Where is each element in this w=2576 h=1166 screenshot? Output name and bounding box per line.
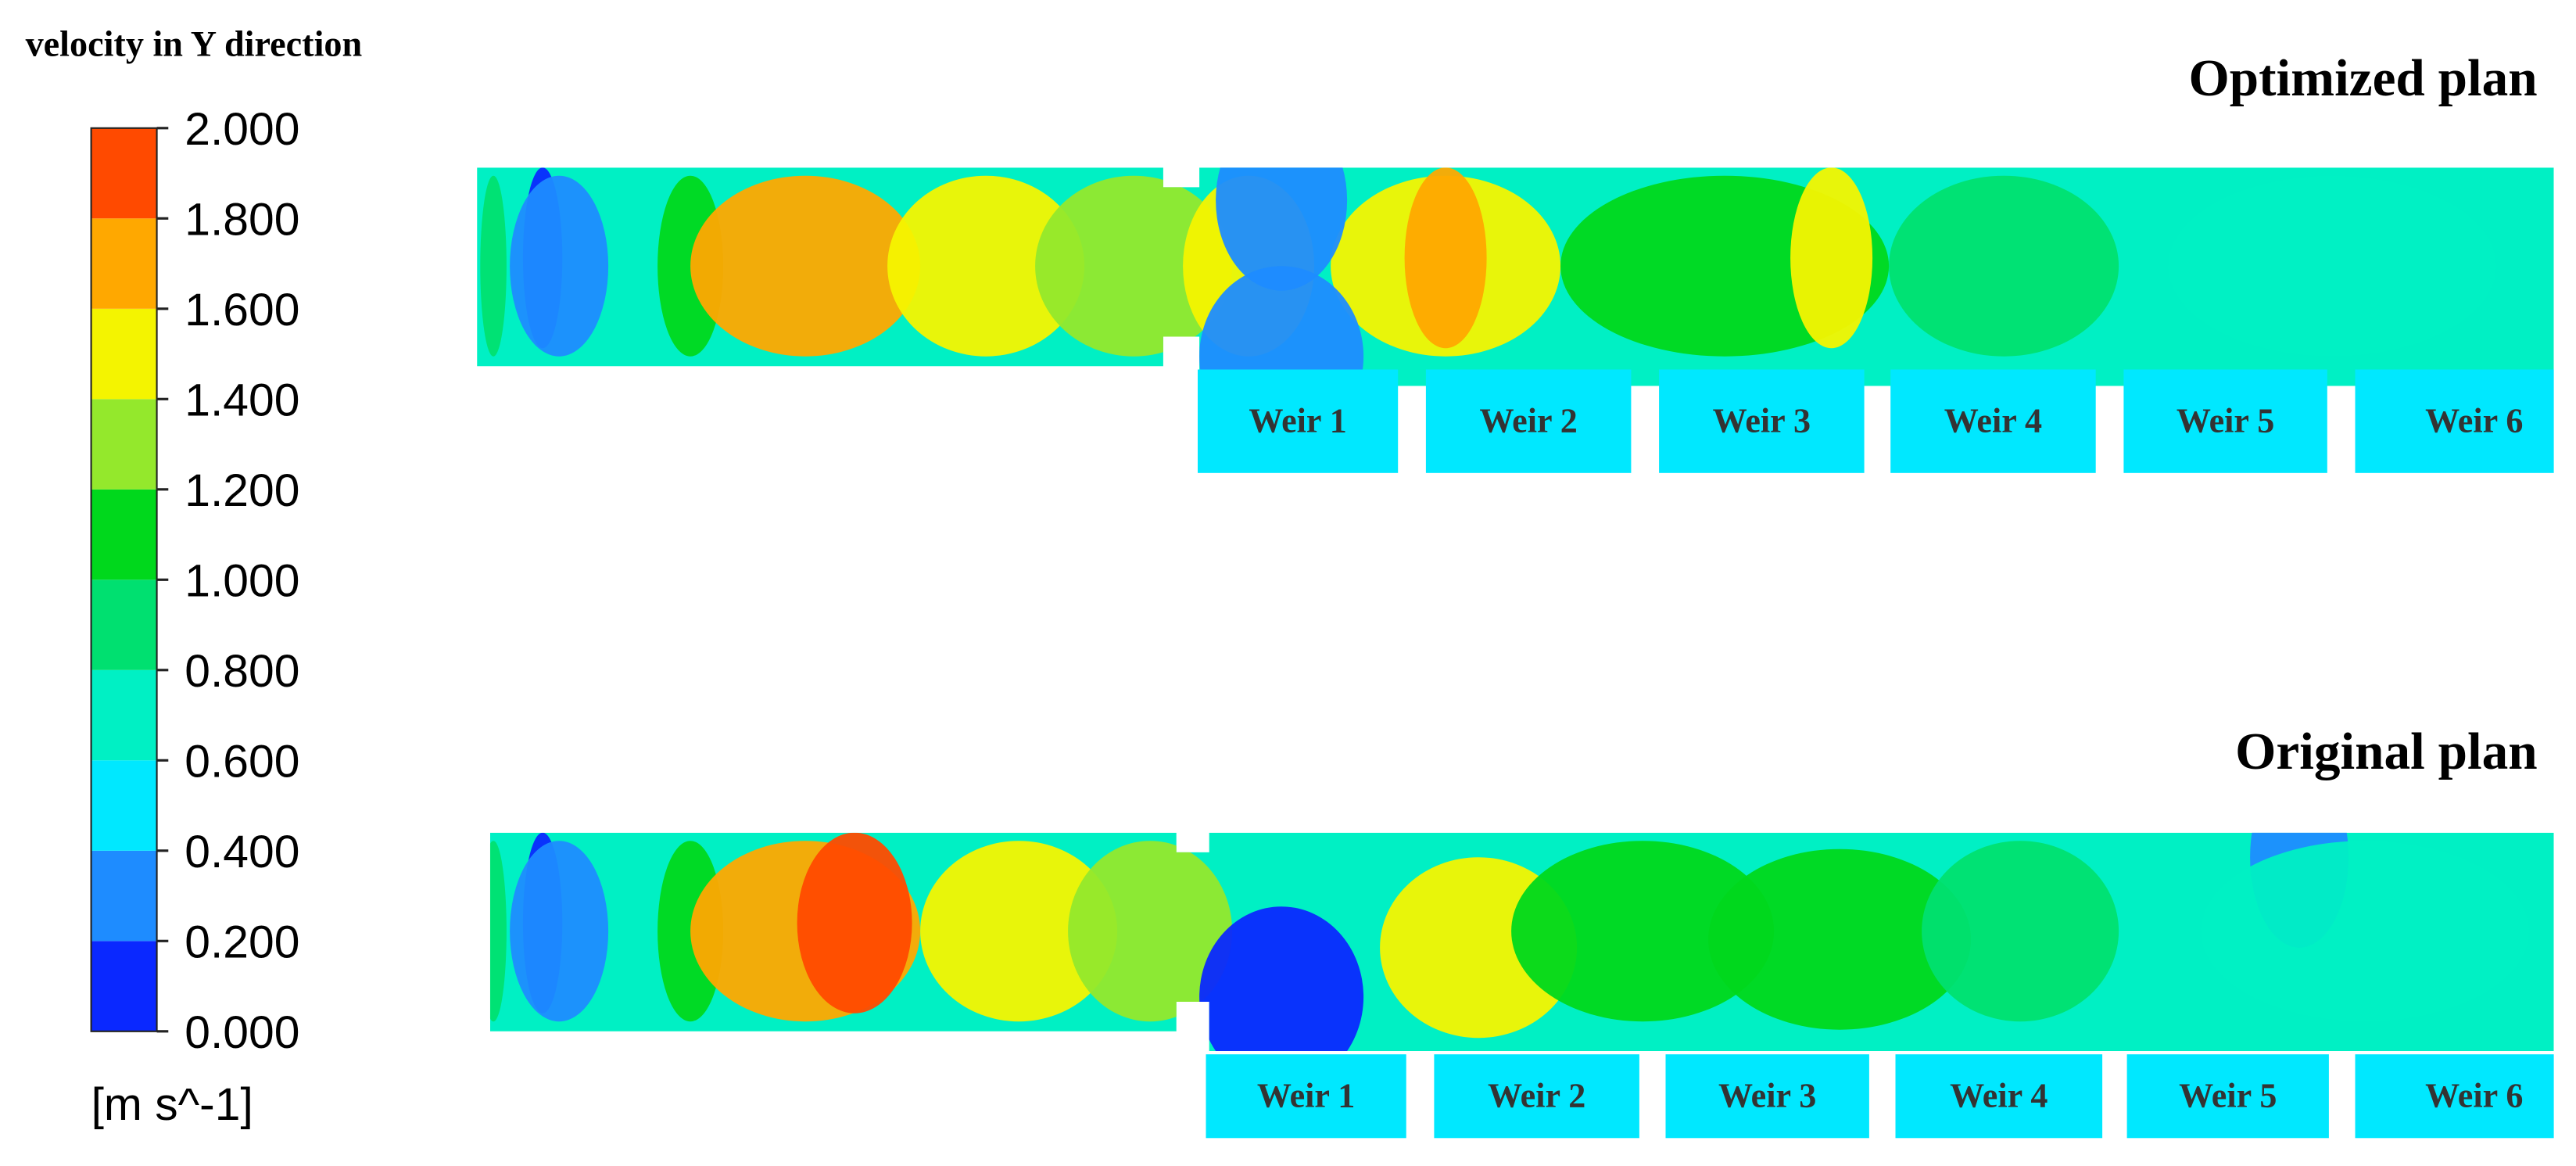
contour-region <box>887 175 1085 357</box>
colorbar-tick-label: 0.000 <box>185 1007 299 1058</box>
colorbar-band <box>91 218 157 309</box>
colorbar-band <box>91 760 157 851</box>
contour-region <box>2201 841 2530 1022</box>
contour-region <box>797 832 912 1014</box>
colorbar-tick-label: 1.400 <box>185 375 299 425</box>
contour-region <box>1216 167 1348 291</box>
colorbar-tick-label: 1.600 <box>185 285 299 335</box>
weir-label: Weir 5 <box>2179 1076 2277 1114</box>
weir <box>1665 1054 1869 1139</box>
weir-label: Weir 4 <box>1950 1076 2048 1114</box>
contour-region <box>2168 175 2497 357</box>
colorbar-band <box>91 669 157 761</box>
colorbar-tick-label: 1.200 <box>185 465 299 516</box>
contour-region <box>1889 175 2119 357</box>
contour-region <box>489 841 507 1022</box>
weir-label: Weir 1 <box>1257 1076 1355 1114</box>
weir-label: Weir 6 <box>2425 1076 2523 1114</box>
colorbar-tick-label: 0.400 <box>185 827 299 877</box>
weir <box>1890 369 2096 473</box>
colorbar-band <box>91 489 157 580</box>
contour-region <box>510 175 609 357</box>
contour-region <box>1790 167 1873 349</box>
colorbar-tick-label: 2.000 <box>185 104 299 155</box>
contour-region <box>1708 848 1972 1030</box>
contour-region <box>1199 266 1364 386</box>
contour-field <box>477 167 2554 386</box>
weir-label: Weir 3 <box>1718 1076 1816 1114</box>
weir-label: Weir 2 <box>1488 1076 1585 1114</box>
weir-label: Weir 5 <box>2177 401 2274 439</box>
contour-region <box>510 841 609 1022</box>
weir <box>2126 1054 2329 1139</box>
colorbar-band <box>91 399 157 490</box>
colorbar-tick-label: 1.800 <box>185 194 299 245</box>
weir-label: Weir 1 <box>1249 401 1346 439</box>
contour-region <box>920 841 1118 1022</box>
weir <box>1434 1054 1639 1139</box>
weir-label: Weir 2 <box>1479 401 1577 439</box>
contour-region <box>1404 167 1487 349</box>
weir <box>1895 1054 2103 1139</box>
colorbar-band <box>91 850 157 942</box>
weir <box>1425 369 1632 473</box>
panel-title: Optimized plan <box>2188 48 2537 107</box>
contour-region <box>480 175 507 357</box>
weir-label: Weir 4 <box>1944 401 2042 439</box>
contour-region <box>690 175 921 357</box>
colorbar-band <box>91 579 157 670</box>
contour-region <box>1922 841 2119 1022</box>
contour-panel <box>489 832 2554 1051</box>
weir <box>2355 1054 2554 1139</box>
colorbar-band <box>91 127 157 219</box>
panel-title: Original plan <box>2235 722 2537 780</box>
colorbar-unit: [m s^-1] <box>91 1079 253 1130</box>
weir <box>1206 1054 1406 1139</box>
contour-region <box>1035 175 1233 357</box>
colorbar-tick-label: 0.600 <box>185 736 299 787</box>
colorbar-band <box>91 941 157 1031</box>
colorbar-tick-label: 0.200 <box>185 917 299 967</box>
contour-region <box>1068 841 1233 1022</box>
weir <box>1659 369 1865 473</box>
weir <box>2123 369 2327 473</box>
weir-label: Weir 6 <box>2425 401 2523 439</box>
contour-region <box>1511 841 1775 1022</box>
contour-panel <box>477 167 2554 386</box>
colorbar-tick-label: 1.000 <box>185 555 299 606</box>
colorbar-title: velocity in Y direction <box>26 23 363 63</box>
weir-label: Weir 3 <box>1713 401 1811 439</box>
colorbar-tick-label: 0.800 <box>185 646 299 697</box>
contour-region <box>1199 906 1364 1051</box>
weir <box>1198 369 1399 473</box>
contour-field <box>489 832 2554 1051</box>
weir <box>2355 369 2554 473</box>
colorbar-band <box>91 308 157 400</box>
